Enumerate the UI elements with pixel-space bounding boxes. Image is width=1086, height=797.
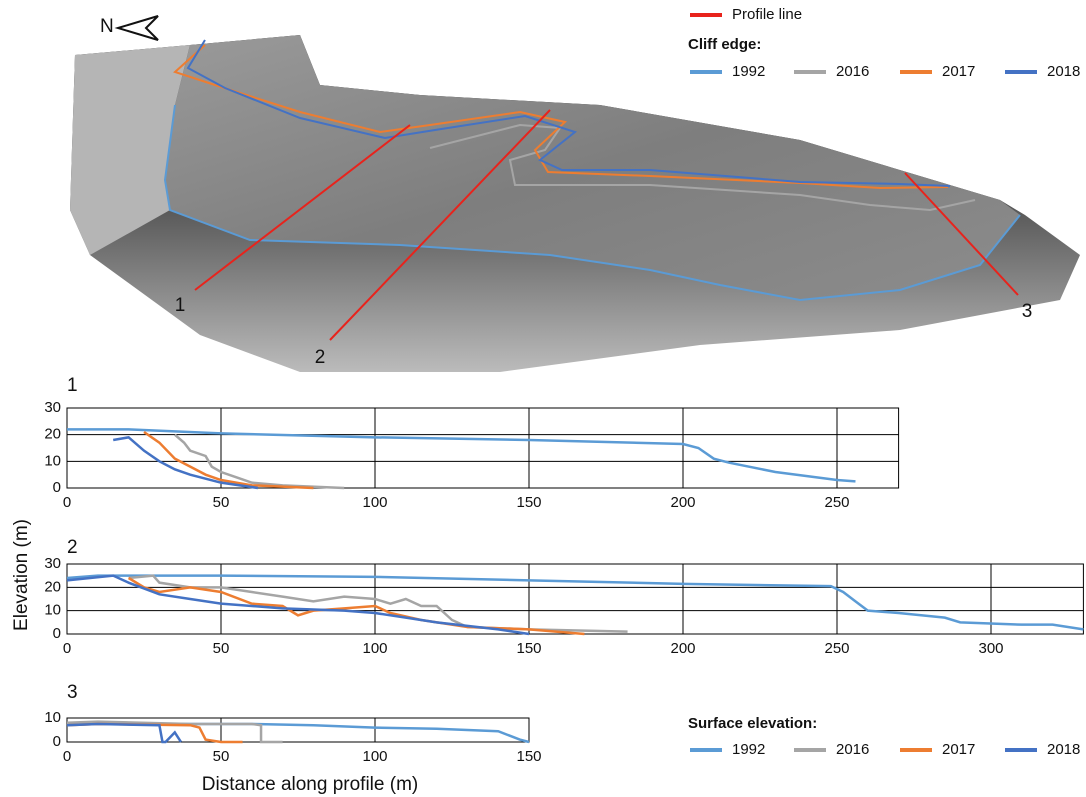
x-tick-label: 0 xyxy=(63,494,71,511)
x-tick-label: 100 xyxy=(362,494,387,511)
profile-line-series xyxy=(144,432,313,488)
x-tick-label: 150 xyxy=(516,494,541,511)
legend-label: 2016 xyxy=(836,741,869,758)
legend-label: 2018 xyxy=(1047,63,1080,80)
y-tick-label: 0 xyxy=(53,733,61,750)
x-tick-label: 250 xyxy=(824,494,849,511)
y-tick-label: 0 xyxy=(53,625,61,642)
x-tick-label: 50 xyxy=(213,748,230,765)
y-tick-label: 20 xyxy=(44,578,61,595)
x-tick-label: 100 xyxy=(362,640,387,657)
legend-label: 1992 xyxy=(732,63,765,80)
profile-label: 3 xyxy=(1022,301,1033,322)
x-tick-label: 150 xyxy=(516,748,541,765)
profile-label: 2 xyxy=(315,347,326,368)
legend-label: 2016 xyxy=(836,63,869,80)
x-tick-label: 0 xyxy=(63,640,71,657)
x-axis-label: Distance along profile (m) xyxy=(202,774,418,795)
x-tick-label: 150 xyxy=(516,640,541,657)
profile-line-series xyxy=(67,724,243,742)
chart-title: 2 xyxy=(67,537,78,558)
y-tick-label: 20 xyxy=(44,426,61,443)
chart-title: 1 xyxy=(67,375,78,396)
legend-label: 1992 xyxy=(732,741,765,758)
x-tick-label: 50 xyxy=(213,640,230,657)
x-tick-label: 200 xyxy=(670,640,695,657)
x-tick-label: 100 xyxy=(362,748,387,765)
y-tick-label: 10 xyxy=(44,709,61,726)
x-tick-label: 0 xyxy=(63,748,71,765)
north-arrow xyxy=(118,16,158,40)
legend-label: Profile line xyxy=(732,6,802,23)
y-tick-label: 10 xyxy=(44,452,61,469)
figure: N Elevation (m) 1 2 3 Profile line Cliff edg… xyxy=(0,0,1086,797)
profile-label: 1 xyxy=(175,295,186,316)
legend-label: 2017 xyxy=(942,741,975,758)
legend-title: Surface elevation: xyxy=(688,715,817,732)
profile-line-series xyxy=(129,576,628,632)
legend-label: 2017 xyxy=(942,63,975,80)
x-tick-label: 300 xyxy=(978,640,1003,657)
x-tick-label: 50 xyxy=(213,494,230,511)
legend-label: 2018 xyxy=(1047,741,1080,758)
y-axis-label: Elevation (m) xyxy=(11,519,32,631)
y-tick-label: 30 xyxy=(44,399,61,416)
chart-title: 3 xyxy=(67,682,78,703)
north-label: N xyxy=(100,16,114,37)
y-tick-label: 30 xyxy=(44,555,61,572)
x-tick-label: 250 xyxy=(824,640,849,657)
x-tick-label: 200 xyxy=(670,494,695,511)
profile-line-series xyxy=(67,576,529,634)
y-tick-label: 10 xyxy=(44,602,61,619)
legend-title: Cliff edge: xyxy=(688,36,761,53)
profile-line-series xyxy=(67,724,181,742)
y-tick-label: 0 xyxy=(53,479,61,496)
